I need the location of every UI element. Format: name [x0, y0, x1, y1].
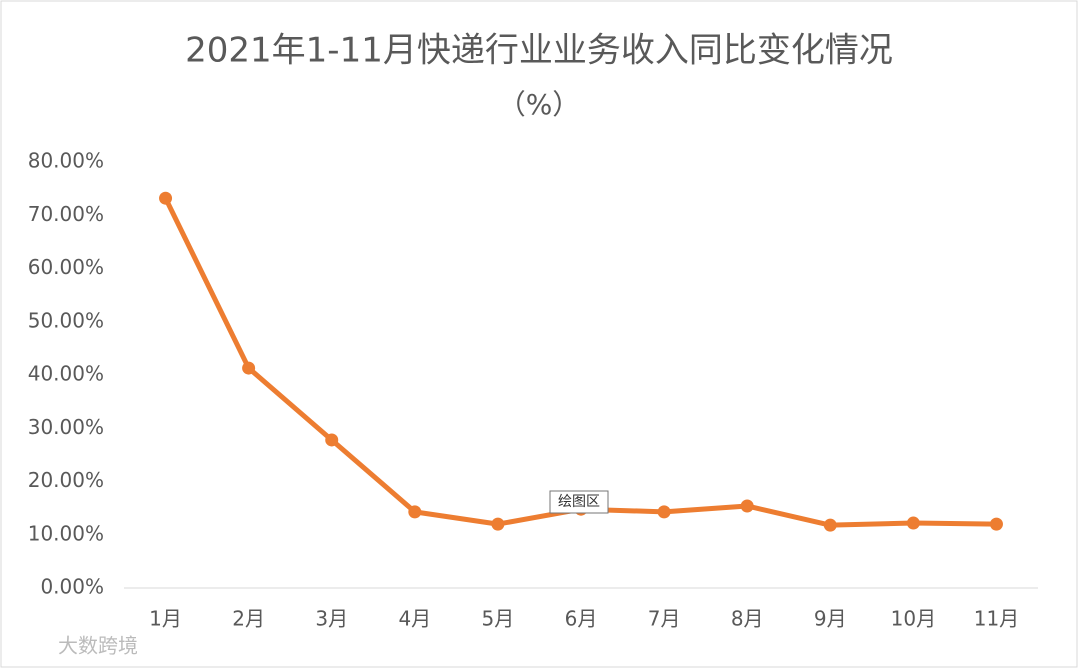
- marker: [906, 516, 920, 530]
- x-tick-label: 11月: [974, 607, 1019, 631]
- marker: [325, 433, 339, 447]
- x-tick-label: 5月: [482, 607, 515, 631]
- chart-title: 2021年1-11月快递行业业务收入同比变化情况: [185, 31, 893, 71]
- tooltip-box: [549, 490, 609, 514]
- marker: [823, 518, 837, 532]
- y-tick-label: 10.00%: [28, 521, 104, 545]
- marker: [242, 361, 256, 375]
- x-tick-label: 9月: [814, 607, 847, 631]
- y-tick-label: 60.00%: [28, 255, 104, 279]
- marker: [159, 191, 173, 205]
- x-tick-label: 10月: [891, 607, 936, 631]
- y-tick-label: 70.00%: [28, 202, 104, 226]
- y-tick-label: 80.00%: [28, 149, 104, 173]
- x-tick-label: 1月: [149, 607, 182, 631]
- x-tick-label: 3月: [315, 607, 348, 631]
- y-tick-label: 40.00%: [28, 362, 104, 386]
- marker: [491, 517, 505, 531]
- x-tick-label: 6月: [565, 607, 598, 631]
- y-tick-label: 20.00%: [28, 468, 104, 492]
- y-tick-label: 50.00%: [28, 308, 104, 332]
- chart-subtitle: （%）: [498, 88, 581, 121]
- marker: [657, 505, 671, 519]
- marker: [740, 499, 754, 513]
- y-tick-label: 0.00%: [40, 575, 104, 599]
- marker: [989, 517, 1003, 531]
- x-tick-label: 8月: [731, 607, 764, 631]
- marker: [408, 505, 422, 519]
- watermark: 大数跨境: [58, 634, 138, 658]
- tooltip: 绘图区: [558, 494, 600, 510]
- x-tick-label: 7月: [648, 607, 681, 631]
- y-tick-label: 30.00%: [28, 415, 104, 439]
- x-tick-label: 2月: [232, 607, 265, 631]
- x-tick-label: 4月: [398, 607, 431, 631]
